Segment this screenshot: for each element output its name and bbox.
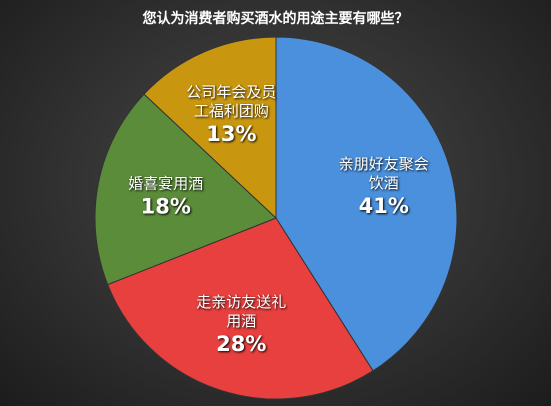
pie-slice xyxy=(94,93,277,286)
pie-slice xyxy=(143,36,277,220)
value-label: 18% xyxy=(140,194,191,219)
value-label: 41% xyxy=(358,193,409,218)
pie-slice xyxy=(275,36,458,372)
category-label: 公司年会及员工福利团购 xyxy=(186,83,277,120)
slice-label: 婚喜宴用酒 18% xyxy=(128,174,203,219)
category-label: 亲朋好友聚会饮酒 xyxy=(338,154,429,192)
value-label: 13% xyxy=(206,122,257,146)
slice-label: 走亲访友送礼用酒 28% xyxy=(195,293,287,357)
slice-label: 亲朋好友聚会饮酒 41% xyxy=(338,155,430,219)
category-label: 婚喜宴用酒 xyxy=(128,174,204,193)
pie-slice xyxy=(107,217,374,400)
chart-title: 您认为消费者购买酒水的用途主要有哪些？ xyxy=(142,11,409,27)
value-label: 28% xyxy=(216,331,267,356)
slice-label: 公司年会及员工福利团购 13% xyxy=(185,83,277,147)
category-label: 走亲访友送礼用酒 xyxy=(196,292,287,330)
